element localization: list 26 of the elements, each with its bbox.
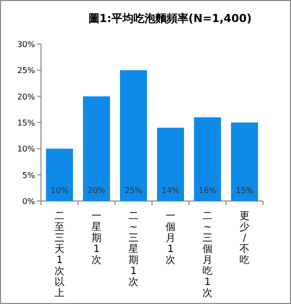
y-tick-label: 20%: [17, 92, 36, 102]
bar: [120, 70, 148, 201]
data-label: 25%: [124, 186, 143, 195]
bar: [46, 148, 74, 201]
data-label: 14%: [162, 186, 180, 195]
data-label: 15%: [236, 186, 254, 195]
bar: [194, 117, 222, 201]
chart-title: 圖1:平均吃泡麵頻率(N=1,400): [88, 12, 252, 25]
y-tick-label: 15%: [17, 118, 36, 128]
y-tick-label: 25%: [17, 66, 36, 76]
data-label: 20%: [88, 186, 106, 195]
data-label: 10%: [50, 186, 69, 195]
bar: [230, 122, 258, 201]
y-tick-label: 30%: [17, 40, 36, 49]
y-tick-label: 5%: [22, 170, 36, 180]
y-tick-label: 0%: [22, 197, 36, 206]
x-tick-label: 二~三星期1次: [128, 211, 138, 288]
bar: [82, 96, 110, 201]
x-tick-label: 二~三個月吃1次: [202, 211, 212, 299]
y-tick-label: 10%: [17, 144, 36, 154]
data-label: 16%: [198, 186, 217, 195]
x-tick-label: 一個月1次: [166, 211, 176, 266]
x-tick-label: 一星期1次: [92, 211, 102, 266]
x-tick-label: 二至三天1次以上: [54, 211, 64, 299]
x-tick-label: 更少/不吃: [240, 211, 250, 266]
bar: [156, 128, 184, 201]
